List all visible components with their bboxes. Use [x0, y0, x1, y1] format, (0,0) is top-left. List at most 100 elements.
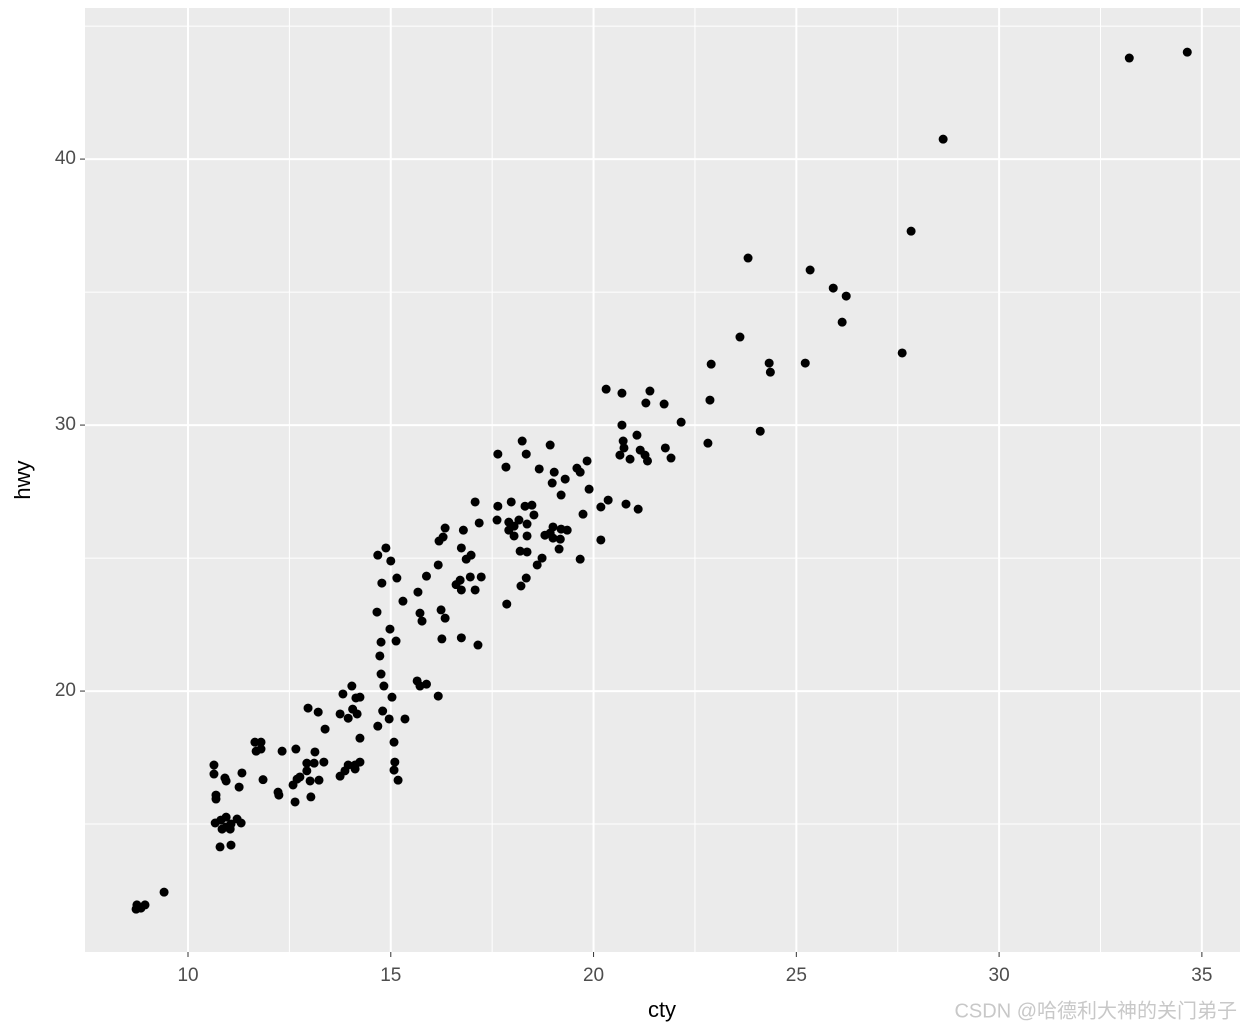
point: [302, 766, 312, 776]
point: [237, 768, 247, 778]
point: [335, 709, 345, 719]
point: [378, 706, 388, 716]
point: [417, 616, 427, 626]
point: [377, 578, 387, 588]
point: [389, 765, 399, 775]
point: [274, 790, 284, 800]
point: [625, 454, 635, 464]
point: [617, 420, 627, 430]
point: [517, 436, 527, 446]
point: [390, 757, 400, 767]
point: [216, 815, 226, 825]
point: [320, 724, 330, 734]
point: [575, 554, 585, 564]
point: [421, 571, 431, 581]
point: [458, 525, 468, 535]
point: [476, 572, 486, 582]
point: [938, 134, 948, 144]
point: [676, 417, 686, 427]
point: [514, 515, 524, 525]
point: [617, 388, 627, 398]
point: [743, 253, 753, 263]
point: [706, 359, 716, 369]
point: [251, 746, 261, 756]
point: [556, 490, 566, 500]
point: [209, 769, 219, 779]
point: [666, 453, 676, 463]
point: [159, 887, 169, 897]
point: [520, 501, 530, 511]
point: [537, 553, 547, 563]
point: [800, 358, 810, 368]
panel: [85, 8, 1240, 952]
point: [828, 283, 838, 293]
point: [352, 709, 362, 719]
point: [584, 484, 594, 494]
point: [306, 792, 316, 802]
point: [413, 587, 423, 597]
point: [470, 497, 480, 507]
point: [436, 605, 446, 615]
point: [1182, 47, 1192, 57]
point: [506, 497, 516, 507]
point: [642, 456, 652, 466]
point: [456, 585, 466, 595]
point: [290, 797, 300, 807]
point: [381, 543, 391, 553]
point: [493, 449, 503, 459]
point: [225, 824, 235, 834]
point: [474, 518, 484, 528]
point: [492, 515, 502, 525]
point: [415, 608, 425, 618]
point: [705, 395, 715, 405]
point: [735, 332, 745, 342]
point: [548, 533, 558, 543]
point: [805, 265, 815, 275]
point: [433, 560, 443, 570]
point: [621, 499, 631, 509]
point: [555, 534, 565, 544]
point: [703, 438, 713, 448]
point: [601, 384, 611, 394]
point: [355, 692, 365, 702]
point: [545, 440, 555, 450]
point: [516, 581, 526, 591]
point: [355, 757, 365, 767]
point: [434, 536, 444, 546]
point: [897, 348, 907, 358]
point: [347, 681, 357, 691]
point: [534, 464, 544, 474]
point: [456, 633, 466, 643]
point: [575, 467, 585, 477]
point: [660, 443, 670, 453]
point: [596, 535, 606, 545]
point: [549, 467, 559, 477]
point: [461, 554, 471, 564]
point: [515, 546, 525, 556]
y-axis-title: hwy: [10, 460, 35, 499]
point: [234, 782, 244, 792]
point: [384, 714, 394, 724]
point: [215, 842, 225, 852]
point: [440, 523, 450, 533]
point: [521, 449, 531, 459]
point: [140, 900, 150, 910]
point: [226, 840, 236, 850]
x-tick-label: 25: [786, 965, 807, 986]
point: [309, 758, 319, 768]
point: [258, 775, 268, 785]
point: [314, 775, 324, 785]
point: [291, 744, 301, 754]
point: [338, 689, 348, 699]
point: [841, 291, 851, 301]
point: [393, 775, 403, 785]
point: [211, 794, 221, 804]
point: [375, 651, 385, 661]
point: [554, 544, 564, 554]
point: [540, 530, 550, 540]
point: [764, 358, 774, 368]
point: [310, 747, 320, 757]
point: [209, 760, 219, 770]
x-tick-label: 20: [583, 965, 604, 986]
